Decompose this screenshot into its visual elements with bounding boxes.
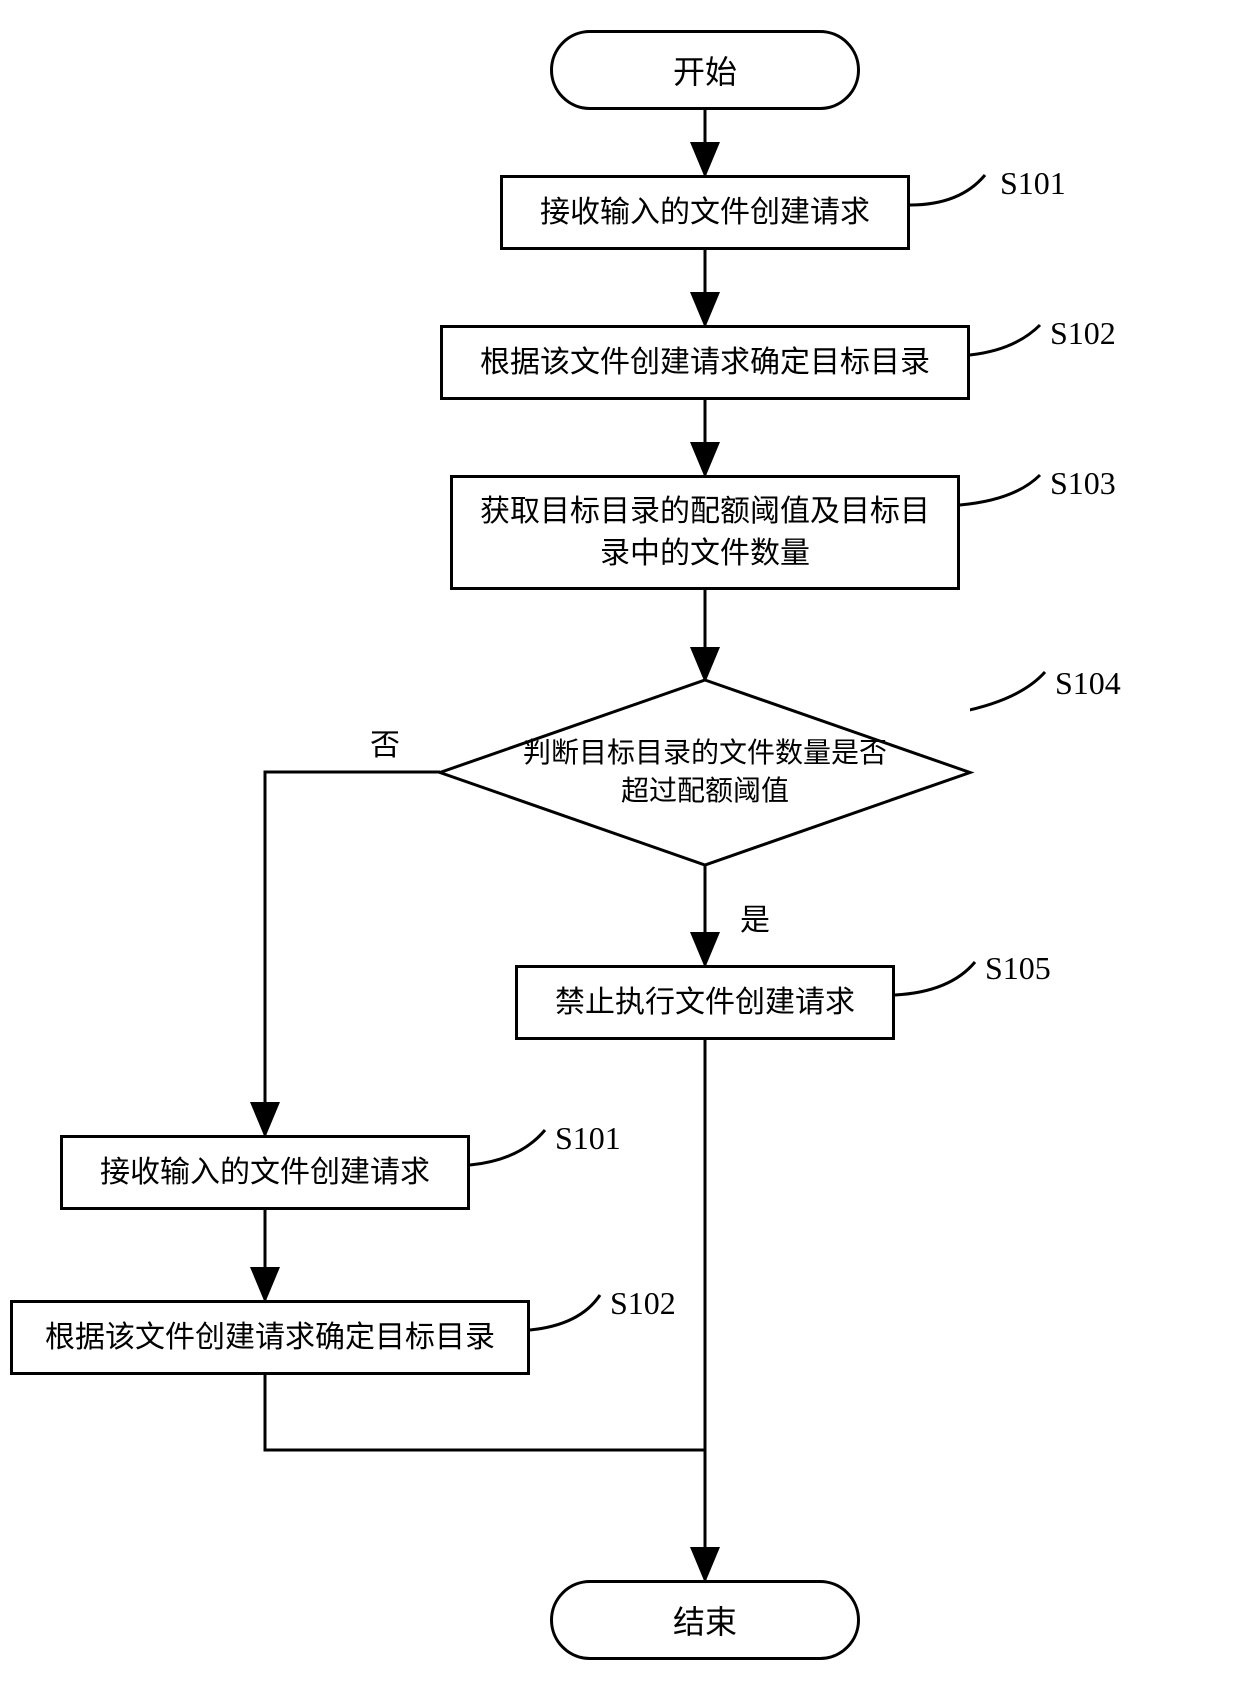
end-label: 结束 [673, 1597, 737, 1643]
step-label: S101 [555, 1120, 621, 1157]
step-label: S104 [1055, 665, 1121, 702]
step-label: S105 [985, 950, 1051, 987]
process-receive-request-2: 接收输入的文件创建请求 [60, 1135, 470, 1210]
step-label: S102 [610, 1285, 676, 1322]
process-determine-target-1: 根据该文件创建请求确定目标目录 [440, 325, 970, 400]
process-text: 根据该文件创建请求确定目标目录 [45, 1317, 495, 1359]
decision-quota-check: 判断目标目录的文件数量是否超过配额阈值 [440, 680, 970, 865]
start-label: 开始 [673, 47, 737, 93]
process-text: 禁止执行文件创建请求 [555, 982, 855, 1024]
process-determine-target-2: 根据该文件创建请求确定目标目录 [10, 1300, 530, 1375]
decision-text: 判断目标目录的文件数量是否超过配额阈值 [510, 735, 900, 811]
process-forbid-create: 禁止执行文件创建请求 [515, 965, 895, 1040]
step-label: S103 [1050, 465, 1116, 502]
step-label: S101 [1000, 165, 1066, 202]
start-terminator: 开始 [550, 30, 860, 110]
process-text: 根据该文件创建请求确定目标目录 [480, 342, 930, 384]
process-receive-request-1: 接收输入的文件创建请求 [500, 175, 910, 250]
branch-yes-label: 是 [740, 895, 770, 939]
end-terminator: 结束 [550, 1580, 860, 1660]
flowchart-canvas: 开始 接收输入的文件创建请求 根据该文件创建请求确定目标目录 获取目标目录的配额… [0, 0, 1240, 1705]
process-get-quota: 获取目标目录的配额阈值及目标目录中的文件数量 [450, 475, 960, 590]
process-text: 获取目标目录的配额阈值及目标目录中的文件数量 [469, 491, 941, 575]
branch-no-label: 否 [370, 720, 400, 764]
step-label: S102 [1050, 315, 1116, 352]
process-text: 接收输入的文件创建请求 [100, 1152, 430, 1194]
process-text: 接收输入的文件创建请求 [540, 192, 870, 234]
